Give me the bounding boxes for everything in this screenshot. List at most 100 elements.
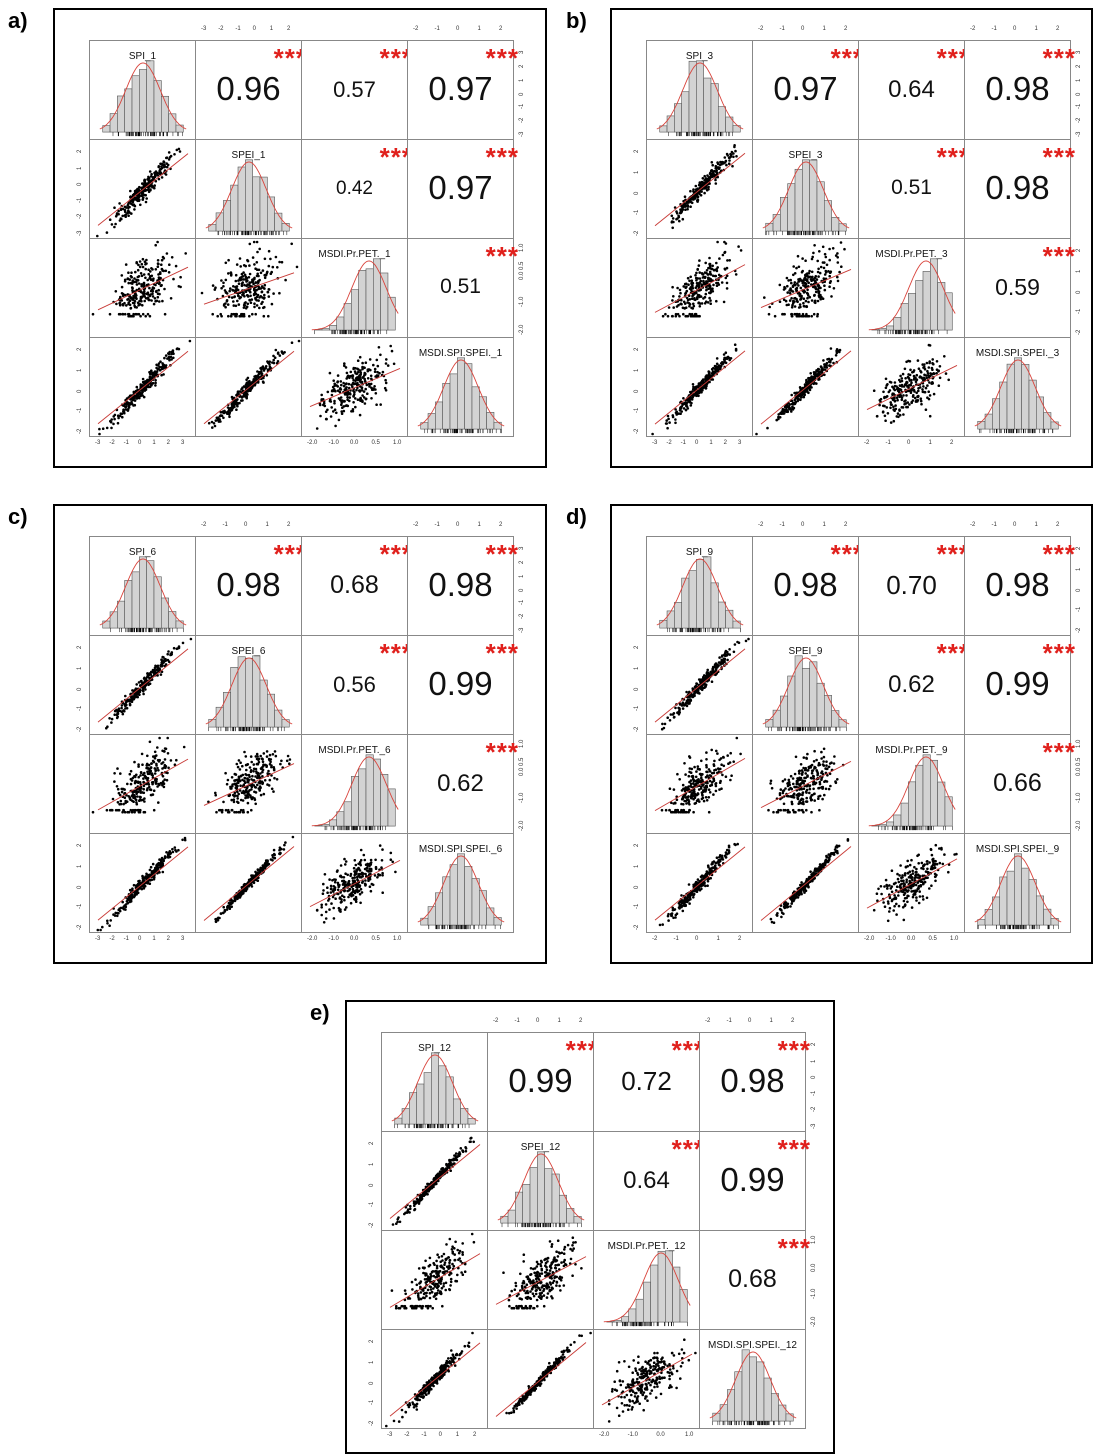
density-curve xyxy=(709,1351,797,1419)
rug-marks xyxy=(324,826,386,831)
scatter-points xyxy=(96,836,187,932)
panel-label: b) xyxy=(566,8,587,33)
histogram-cell: MSDI.SPI.SPEI._3 xyxy=(964,337,1071,437)
axis-tick-label: -1 xyxy=(1076,103,1082,110)
significance-stars: *** xyxy=(485,539,519,569)
fit-line xyxy=(654,350,746,425)
correlation-matrix-figure: SPI_12 0.99 *** 0.72 *** 0.98 *** SPEI_12 0.64 **… xyxy=(345,1000,835,1454)
histogram-bar xyxy=(573,1216,582,1224)
histogram-bar xyxy=(703,556,712,629)
histogram-bar xyxy=(937,781,946,827)
rug-marks xyxy=(501,1223,582,1228)
histogram-bar xyxy=(230,184,239,232)
histogram-bar xyxy=(358,768,367,827)
histogram-bar xyxy=(464,363,473,430)
axis-tick-label: 2 xyxy=(811,1042,817,1046)
histogram-plot xyxy=(205,655,293,732)
density-curve xyxy=(868,756,956,827)
correlation-cell: 0.62 *** xyxy=(407,734,518,834)
matrix-grid: SPI_6 0.98 *** 0.68 *** 0.98 *** SPEI_6 0.56 *** 0… xyxy=(89,536,518,933)
histogram-bar xyxy=(922,754,931,827)
axis-tick-label: 1.0 xyxy=(519,243,525,252)
histogram-bar xyxy=(467,1118,476,1125)
histogram-bar xyxy=(802,159,810,232)
histogram-bar xyxy=(486,907,495,926)
axis-tick-label: 0 xyxy=(801,26,805,32)
scatter-plot xyxy=(654,842,746,927)
fit-line xyxy=(389,1342,481,1417)
rug-marks xyxy=(424,429,502,434)
histogram-bar xyxy=(124,88,133,133)
axis-tick-label: -1 xyxy=(369,1201,375,1208)
histogram-bar xyxy=(816,682,825,728)
histogram-bar xyxy=(486,412,495,430)
histogram-bar xyxy=(838,719,847,728)
significance-stars: *** xyxy=(936,539,970,569)
histogram-bar xyxy=(479,396,487,430)
axis-tick-label: 0 xyxy=(456,26,460,32)
fit-line xyxy=(97,648,189,723)
histogram-bar xyxy=(431,1052,439,1125)
histogram-bar xyxy=(778,1404,787,1422)
correlation-value: 0.99 xyxy=(985,665,1050,703)
scatter-cell xyxy=(487,1329,594,1429)
correlation-cell: 0.70 *** xyxy=(858,536,969,636)
correlation-value: 0.98 xyxy=(216,566,281,604)
axis-tick-label: -1 xyxy=(77,903,83,910)
histogram-bar xyxy=(688,570,697,629)
density-curve xyxy=(205,161,293,229)
fit-line xyxy=(866,858,958,909)
histogram-bar xyxy=(838,223,847,232)
variable-name: SPI_1 xyxy=(128,51,157,62)
histogram-cell: MSDI.Pr.PET._3 xyxy=(858,238,965,338)
axis-tick-label: -2 xyxy=(970,26,976,32)
histogram-plot xyxy=(311,258,399,335)
histogram-bar xyxy=(1014,853,1022,926)
axis-tick-label: 0 xyxy=(748,1018,752,1024)
density-curve xyxy=(656,62,744,130)
fit-line xyxy=(309,859,401,908)
scatter-points xyxy=(200,240,299,318)
histogram-bar xyxy=(915,280,924,331)
histogram-bar xyxy=(168,611,177,629)
correlation-value: 0.66 xyxy=(993,769,1042,797)
histogram-cell: SPI_12 xyxy=(381,1032,488,1132)
histogram-bar xyxy=(124,580,133,629)
histogram-bar xyxy=(329,325,337,331)
axis-tick-label: 1 xyxy=(152,936,156,942)
histogram-cell: MSDI.SPI.SPEI._12 xyxy=(699,1329,806,1429)
axis-tick-label: 0 xyxy=(1076,92,1082,96)
histogram-bar xyxy=(650,1264,659,1323)
histogram-bar xyxy=(457,853,465,926)
scatter-points xyxy=(651,343,738,436)
axis-tick-label: 1 xyxy=(822,522,826,528)
axis-tick-label: -3 xyxy=(77,230,83,236)
correlation-value: 0.97 xyxy=(428,169,493,207)
variable-name: SPI_9 xyxy=(685,547,714,558)
scatter-cell xyxy=(195,734,302,834)
histogram-bar xyxy=(252,176,261,232)
axis-tick-label: 3 xyxy=(519,546,525,550)
axis-tick-label: 2 xyxy=(844,522,848,528)
histogram-bar xyxy=(657,1250,666,1323)
histogram-bar xyxy=(772,214,781,232)
histogram-bar xyxy=(471,386,480,430)
axis-tick-label: 0.0 xyxy=(656,1432,665,1438)
correlation-cell: 0.62 *** xyxy=(858,635,969,735)
scatter-cell xyxy=(646,833,753,933)
matrix-grid: SPI_3 0.97 *** 0.64 *** 0.98 *** SPEI_3 0.51 *** 0… xyxy=(646,40,1075,437)
axis-tick-label: 0 xyxy=(1013,26,1017,32)
correlation-value: 0.62 xyxy=(888,670,935,698)
correlation-value: 0.97 xyxy=(773,70,838,108)
axis-tick-label: 1 xyxy=(519,574,525,578)
fit-line xyxy=(97,153,189,226)
histogram-bar xyxy=(785,1413,794,1422)
histogram-bar xyxy=(977,919,986,926)
rug-marks xyxy=(667,628,741,633)
histogram-plot xyxy=(762,159,850,236)
histogram-bar xyxy=(507,1209,516,1224)
histogram-plot xyxy=(311,754,399,831)
axis-tick-label: 1 xyxy=(709,440,713,446)
axis-tick-label: 1.0 xyxy=(950,936,959,942)
scatter-points xyxy=(502,1236,583,1310)
